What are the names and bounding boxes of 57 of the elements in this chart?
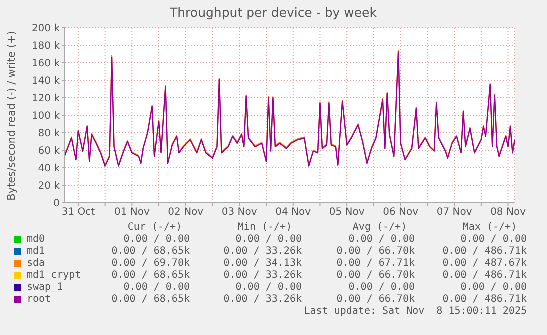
- text: 0.00 / 0.00: [236, 282, 302, 293]
- x-tick-label: 08 Nov: [490, 207, 526, 218]
- legend-label: root: [27, 294, 52, 305]
- legend-label: md1: [27, 246, 46, 257]
- text: Avg (-/+): [352, 222, 408, 233]
- text: 0.00 / 67.71k: [336, 258, 415, 269]
- text: 0.00 / 486.71k: [442, 294, 527, 305]
- x-tick-label: 31 Oct: [62, 207, 96, 218]
- text: 0.00 / 68.65k: [112, 294, 190, 305]
- text: 0.00 / 66.70k: [336, 294, 415, 305]
- y-tick-label: 180 k: [32, 41, 60, 52]
- text: Last update: Sat Nov 8 15:00:11 2025: [304, 306, 527, 317]
- text: 0.00 / 66.70k: [336, 246, 415, 257]
- y-tick-label: 140 k: [32, 76, 60, 88]
- legend-label: swap_1: [27, 282, 64, 293]
- text: 0.00 / 0.00: [460, 234, 527, 245]
- text: 0.00 / 69.70k: [112, 258, 190, 269]
- text: 0.00 / 0.00: [460, 282, 527, 293]
- text: 0.00 / 0.00: [124, 282, 190, 293]
- text: 0.00 / 68.65k: [112, 270, 190, 281]
- y-tick-label: 200 k: [32, 24, 60, 35]
- text: 0.00 / 33.26k: [224, 294, 302, 305]
- y-tick-label: 40 k: [38, 164, 60, 175]
- y-tick-label: 60 k: [38, 146, 60, 158]
- text: 0.00 / 487.67k: [442, 258, 527, 269]
- text: 0.00 / 486.71k: [442, 246, 527, 257]
- text: 0.00 / 486.71k: [442, 270, 527, 281]
- text: 0.00 / 68.65k: [112, 246, 190, 257]
- y-tick-label: 120 k: [32, 94, 60, 105]
- y-axis-title: Bytes/second read (-) / write (+): [6, 31, 18, 201]
- chart-title: Throughput per device - by week: [169, 5, 378, 20]
- legend-label: md1_crypt: [27, 270, 82, 281]
- x-tick-label: 04 Nov: [276, 207, 312, 218]
- y-tick-label: 0: [54, 198, 60, 210]
- x-tick-label: 02 Nov: [168, 207, 204, 218]
- text: 0.00 / 33.26k: [224, 270, 302, 281]
- text: Cur (-/+): [128, 222, 182, 233]
- text: Max (-/+): [462, 222, 518, 233]
- x-tick-label: 07 Nov: [436, 207, 472, 218]
- text: 0.00 / 0.00: [236, 234, 302, 245]
- legend-label: sda: [27, 258, 46, 269]
- y-tick-label: 20 k: [38, 181, 60, 192]
- legend-label: md0: [27, 234, 46, 245]
- text: 0.00 / 66.70k: [336, 270, 415, 281]
- text: 0.00 / 0.00: [348, 234, 415, 245]
- x-tick-label: 06 Nov: [383, 207, 419, 218]
- text: 0.00 / 33.26k: [224, 246, 302, 257]
- y-tick-label: 160 k: [32, 58, 60, 70]
- y-tick-label: 100 k: [32, 111, 60, 122]
- x-tick-label: 03 Nov: [222, 207, 258, 218]
- text: 0.00 / 34.13k: [224, 258, 302, 269]
- x-tick-label: 01 Nov: [114, 207, 150, 218]
- x-tick-label: 05 Nov: [329, 207, 365, 218]
- text: 0.00 / 0.00: [124, 234, 190, 245]
- text: Min (-/+): [238, 222, 292, 233]
- text: 0.00 / 0.00: [348, 282, 415, 293]
- y-tick-label: 80 k: [38, 128, 60, 140]
